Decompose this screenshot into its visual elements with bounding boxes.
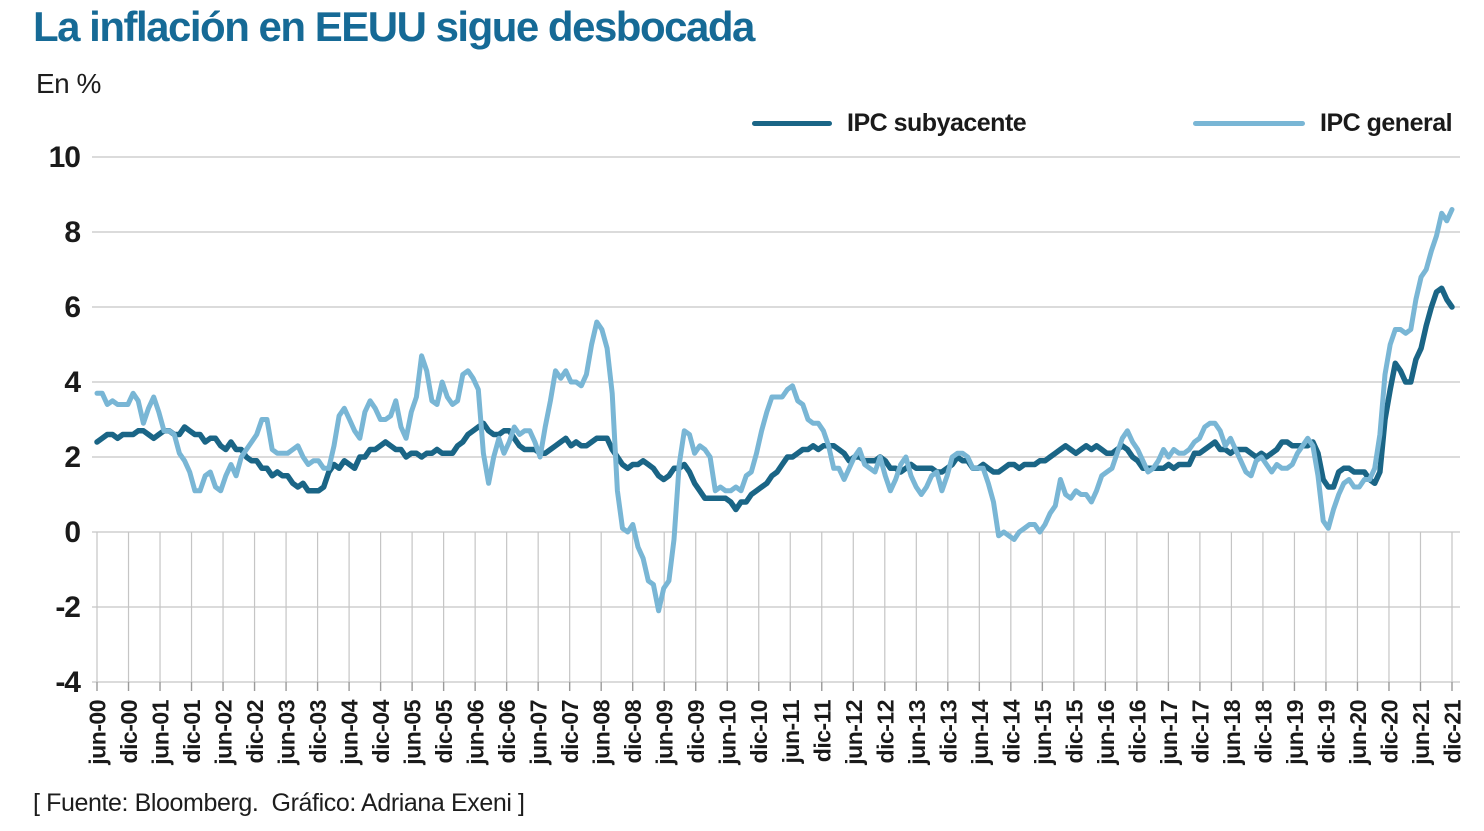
x-axis-tick-label: jun-20	[1345, 700, 1371, 766]
x-axis-tick-label: dic-09	[683, 700, 709, 763]
x-axis-tick-label: dic-16	[1124, 700, 1150, 763]
x-axis-tick-label: jun-15	[1030, 699, 1056, 765]
x-axis-tick-label: dic-07	[557, 700, 583, 763]
x-axis-tick-label: jun-09	[652, 700, 678, 766]
x-axis-tick-label: dic-06	[494, 700, 520, 763]
x-axis-tick-label: dic-04	[368, 699, 394, 763]
x-axis-tick-label: dic-13	[935, 700, 961, 763]
x-axis-tick-label: jun-17	[1156, 700, 1182, 766]
x-axis-tick-label: jun-18	[1219, 699, 1245, 765]
y-axis-tick-label: 8	[64, 216, 80, 249]
x-axis-tick-label: dic-18	[1250, 699, 1276, 763]
x-axis-tick-label: dic-14	[998, 699, 1024, 763]
x-axis-tick-label: jun-07	[526, 700, 552, 766]
x-axis-tick-label: jun-21	[1408, 699, 1434, 765]
x-axis-tick-label: dic-08	[620, 699, 646, 763]
legend-swatch-ipc-general	[1193, 120, 1305, 126]
x-axis-tick-label: dic-10	[746, 700, 772, 763]
chart-unit-label: En %	[36, 68, 101, 99]
x-axis-tick-label: jun-14	[967, 699, 993, 765]
ipc-general-line	[94, 207, 1455, 614]
x-axis-tick-label: jun-11	[778, 699, 804, 764]
x-axis-tick-label: jun-00	[85, 700, 111, 766]
y-axis-tick-label: 6	[64, 291, 80, 324]
y-axis-tick-label: -4	[55, 666, 81, 699]
y-axis-tick-label: 10	[49, 141, 81, 174]
x-axis-tick-label: dic-19	[1313, 700, 1339, 763]
x-axis-tick-label: dic-21	[1440, 699, 1466, 763]
x-axis-tick-label: jun-16	[1093, 700, 1119, 766]
x-axis-tick-label: dic-03	[305, 700, 331, 763]
x-axis-tick-label: jun-19	[1282, 700, 1308, 766]
x-axis-tick-label: jun-10	[715, 700, 741, 766]
x-axis-tick-label: jun-01	[148, 699, 174, 765]
legend-item-ipc-general: IPC general	[1193, 108, 1453, 138]
y-axis-tick-label: 4	[64, 366, 81, 399]
x-axis-tick-label: jun-12	[841, 700, 867, 766]
y-axis-tick-label: -2	[55, 591, 80, 624]
legend-label-ipc-subyacente: IPC subyacente	[847, 108, 1027, 137]
x-axis-tick-label: jun-05	[400, 699, 426, 765]
x-axis-tick-label: dic-11	[809, 699, 835, 762]
x-axis-tick-label: jun-04	[337, 699, 363, 765]
x-axis-tick-label: jun-06	[463, 700, 489, 766]
x-axis-tick-label: dic-05	[431, 699, 457, 763]
x-axis-tick-label: jun-03	[274, 700, 300, 766]
x-axis-tick-label: dic-15	[1061, 699, 1087, 763]
x-axis-tick-label: dic-02	[242, 700, 268, 763]
legend-swatch-ipc-subyacente	[752, 120, 832, 126]
x-axis-tick-label: dic-00	[116, 700, 142, 763]
x-axis-tick-label: dic-01	[179, 699, 205, 763]
source-credit: [ Fuente: Bloomberg. Gráfico: Adriana Ex…	[33, 789, 525, 817]
x-axis-tick-label: jun-13	[904, 700, 930, 766]
x-axis-tick-label: jun-02	[211, 700, 237, 766]
x-axis-tick-label: dic-17	[1187, 700, 1213, 763]
y-axis-tick-label: 2	[64, 441, 80, 474]
x-axis-tick-label: jun-08	[589, 699, 615, 765]
page-title: La inflación en EEUU sigue desbocada	[33, 3, 755, 50]
x-axis-tick-label: dic-12	[872, 700, 898, 763]
x-axis-tick-label: dic-20	[1376, 700, 1402, 763]
y-axis-tick-label: 0	[64, 516, 80, 549]
legend-label-ipc-general: IPC general	[1320, 108, 1453, 137]
legend-item-ipc-subyacente: IPC subyacente	[752, 108, 1027, 138]
ipc-subyacente-line	[94, 285, 1455, 513]
